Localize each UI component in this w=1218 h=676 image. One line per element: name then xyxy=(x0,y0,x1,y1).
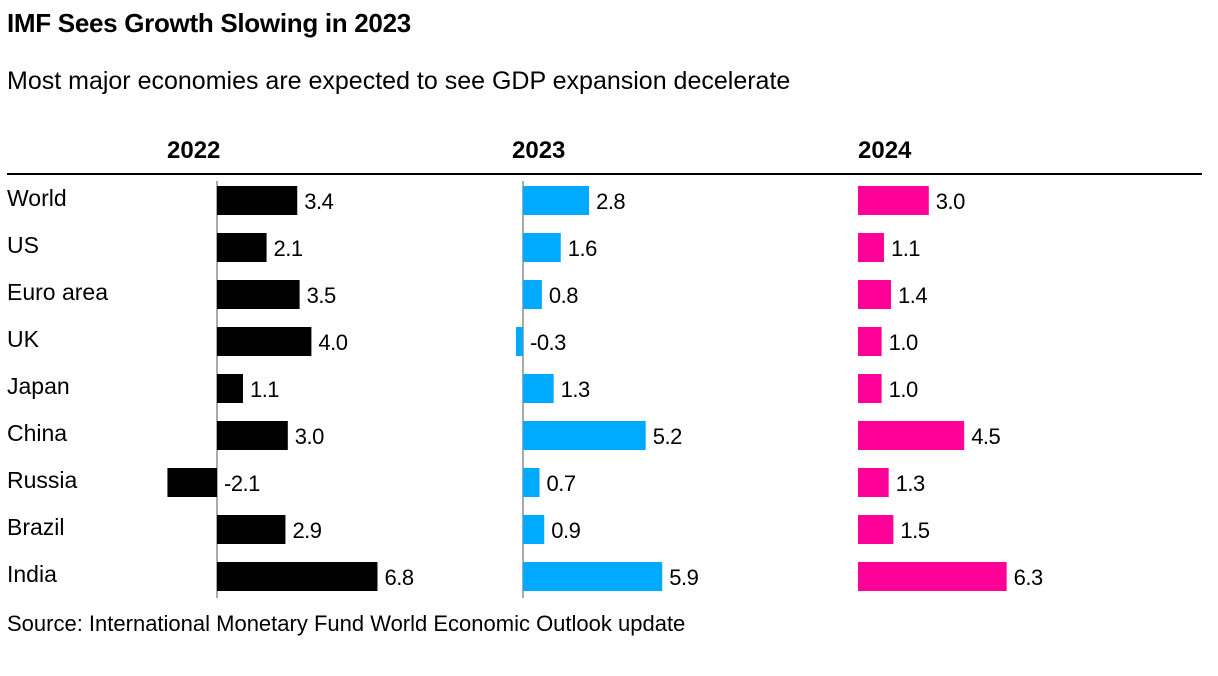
data-label: 5.9 xyxy=(669,565,698,590)
data-label: 6.8 xyxy=(384,565,413,590)
source-note: Source: International Monetary Fund Worl… xyxy=(7,611,686,636)
series-header: 2022 xyxy=(167,137,220,164)
bar xyxy=(523,421,646,450)
series-header: 2023 xyxy=(512,137,565,164)
data-label: 0.9 xyxy=(551,518,580,543)
bar xyxy=(217,233,267,262)
data-label: 1.3 xyxy=(561,377,590,402)
data-label: 0.8 xyxy=(549,283,578,308)
category-label: World xyxy=(7,185,67,211)
data-label: 1.1 xyxy=(891,236,920,261)
data-label: -2.1 xyxy=(224,471,260,496)
data-label: 1.4 xyxy=(898,283,927,308)
bar xyxy=(523,515,545,544)
bar xyxy=(217,515,286,544)
category-label: Euro area xyxy=(7,279,108,305)
data-label: 1.0 xyxy=(889,330,918,355)
bar xyxy=(858,327,882,356)
data-label: 6.3 xyxy=(1014,565,1043,590)
data-label: 1.6 xyxy=(568,236,597,261)
data-label: 1.3 xyxy=(896,471,925,496)
data-label: 4.5 xyxy=(971,424,1000,449)
series-header: 2024 xyxy=(858,137,912,164)
bar xyxy=(515,327,523,356)
category-label: India xyxy=(7,561,57,587)
chart-subtitle: Most major economies are expected to see… xyxy=(7,67,791,95)
data-label: 1.0 xyxy=(889,377,918,402)
bar xyxy=(858,374,882,403)
chart-title: IMF Sees Growth Slowing in 2023 xyxy=(7,8,411,38)
category-label: Russia xyxy=(7,467,78,493)
data-label: 0.7 xyxy=(547,471,576,496)
data-label: 3.5 xyxy=(307,283,336,308)
bar xyxy=(858,186,929,215)
bar xyxy=(858,421,965,450)
category-label: UK xyxy=(7,326,40,352)
data-label: 2.8 xyxy=(596,189,625,214)
data-label: 3.0 xyxy=(295,424,324,449)
bar xyxy=(523,374,554,403)
category-label: US xyxy=(7,232,39,258)
category-label: Brazil xyxy=(7,514,65,540)
bar xyxy=(858,468,889,497)
data-label: 3.0 xyxy=(936,189,965,214)
data-label: 2.9 xyxy=(292,518,321,543)
data-label: -0.3 xyxy=(530,330,566,355)
bar xyxy=(217,562,378,591)
data-label: 2.1 xyxy=(274,236,303,261)
data-label: 3.4 xyxy=(304,189,333,214)
bar xyxy=(523,186,590,215)
data-label: 5.2 xyxy=(653,424,682,449)
data-label: 1.1 xyxy=(250,377,279,402)
bar xyxy=(167,468,217,497)
bar xyxy=(523,280,542,309)
bar xyxy=(217,327,312,356)
bar xyxy=(217,374,243,403)
bar xyxy=(858,515,894,544)
bar xyxy=(858,233,884,262)
bar xyxy=(217,186,298,215)
bar xyxy=(523,468,540,497)
bar xyxy=(523,233,561,262)
category-label: China xyxy=(7,420,67,446)
bar xyxy=(858,280,892,309)
data-label: 4.0 xyxy=(318,330,347,355)
data-label: 1.5 xyxy=(900,518,929,543)
bar xyxy=(217,280,300,309)
bar xyxy=(217,421,288,450)
bar xyxy=(523,562,663,591)
category-label: Japan xyxy=(7,373,70,399)
bar xyxy=(858,562,1007,591)
